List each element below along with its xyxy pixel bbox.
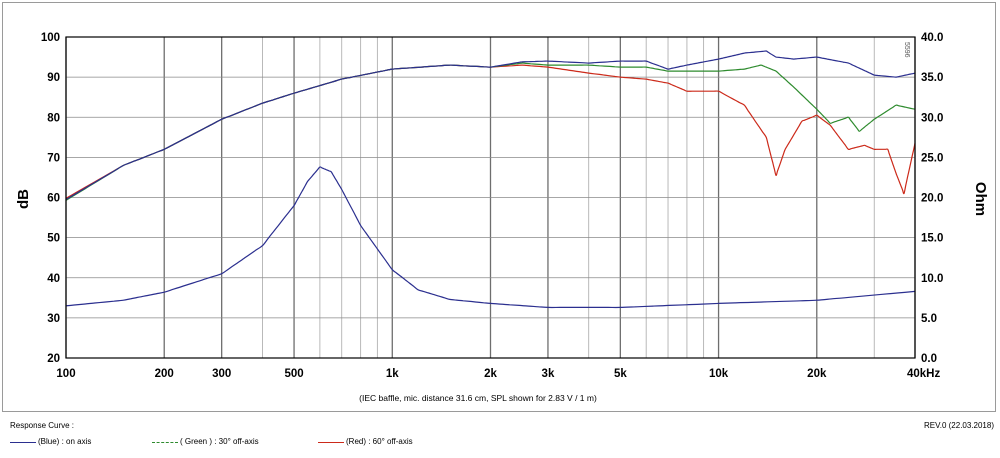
x-tick-label: 300 bbox=[212, 368, 231, 380]
x-tick-label: 500 bbox=[284, 368, 303, 380]
y-tick-label-left: 100 bbox=[41, 32, 60, 44]
y-tick-label-left: 70 bbox=[47, 152, 60, 164]
y-axis-left-label: dB bbox=[15, 189, 32, 209]
y-tick-label-left: 60 bbox=[47, 193, 60, 205]
legend-swatch-red bbox=[318, 442, 344, 443]
x-tick-label: 200 bbox=[155, 368, 174, 380]
series-line-on-axis bbox=[65, 50, 916, 201]
revision-label: REV.0 (22.03.2018) bbox=[924, 421, 994, 430]
legend-swatch-green bbox=[152, 442, 178, 443]
x-tick-label: 3k bbox=[542, 368, 555, 380]
y-tick-label-left: 50 bbox=[47, 233, 60, 245]
series-lines bbox=[65, 50, 916, 309]
legend-title: Response Curve : bbox=[10, 421, 75, 430]
x-tick-label: 100 bbox=[56, 368, 75, 380]
measurement-note: (IEC baffle, mic. distance 31.6 cm, SPL … bbox=[359, 393, 597, 403]
y-tick-label-right: 0.0 bbox=[921, 353, 937, 365]
y-tick-label-left: 90 bbox=[47, 72, 60, 84]
y-tick-label-left: 30 bbox=[47, 313, 60, 325]
x-tick-label: 1k bbox=[386, 368, 399, 380]
y-tick-label-right: 30.0 bbox=[921, 112, 943, 124]
series-line-impedance bbox=[65, 166, 916, 309]
y-tick-label-right: 15.0 bbox=[921, 233, 943, 245]
axis-labels: 100 200 300 500 1k 2k 3k 5k 10k 20k 40kHz 20 30 40 50 6… bbox=[41, 32, 944, 380]
y-tick-label-right: 5.0 bbox=[921, 313, 937, 325]
x-tick-label: 10k bbox=[709, 368, 729, 380]
y-tick-label-right: 25.0 bbox=[921, 152, 943, 164]
y-tick-label-right: 35.0 bbox=[921, 72, 943, 84]
y-tick-label-left: 80 bbox=[47, 112, 60, 124]
legend-swatch-blue bbox=[10, 442, 36, 443]
legend-label-red: (Red) : 60° off-axis bbox=[346, 437, 413, 446]
legend-label-green: ( Green ) : 30° off-axis bbox=[180, 437, 259, 446]
y-tick-label-right: 10.0 bbox=[921, 273, 943, 285]
x-tick-label: 20k bbox=[807, 368, 827, 380]
y-tick-label-right: 20.0 bbox=[921, 193, 943, 205]
y-axis-right-label: Ohm bbox=[972, 182, 989, 216]
grid-lines bbox=[65, 36, 916, 359]
y-tick-label-right: 40.0 bbox=[921, 32, 943, 44]
x-tick-label: 2k bbox=[484, 368, 497, 380]
y-tick-label-left: 40 bbox=[47, 273, 60, 285]
x-tick-label: 40kHz bbox=[907, 368, 940, 380]
y-tick-label-left: 20 bbox=[47, 353, 60, 365]
chart-frame bbox=[2, 2, 996, 412]
legend-label-blue: (Blue) : on axis bbox=[38, 437, 92, 446]
plot-border bbox=[65, 36, 916, 359]
x-tick-label: 5k bbox=[614, 368, 627, 380]
side-text: 5596 bbox=[903, 42, 910, 58]
